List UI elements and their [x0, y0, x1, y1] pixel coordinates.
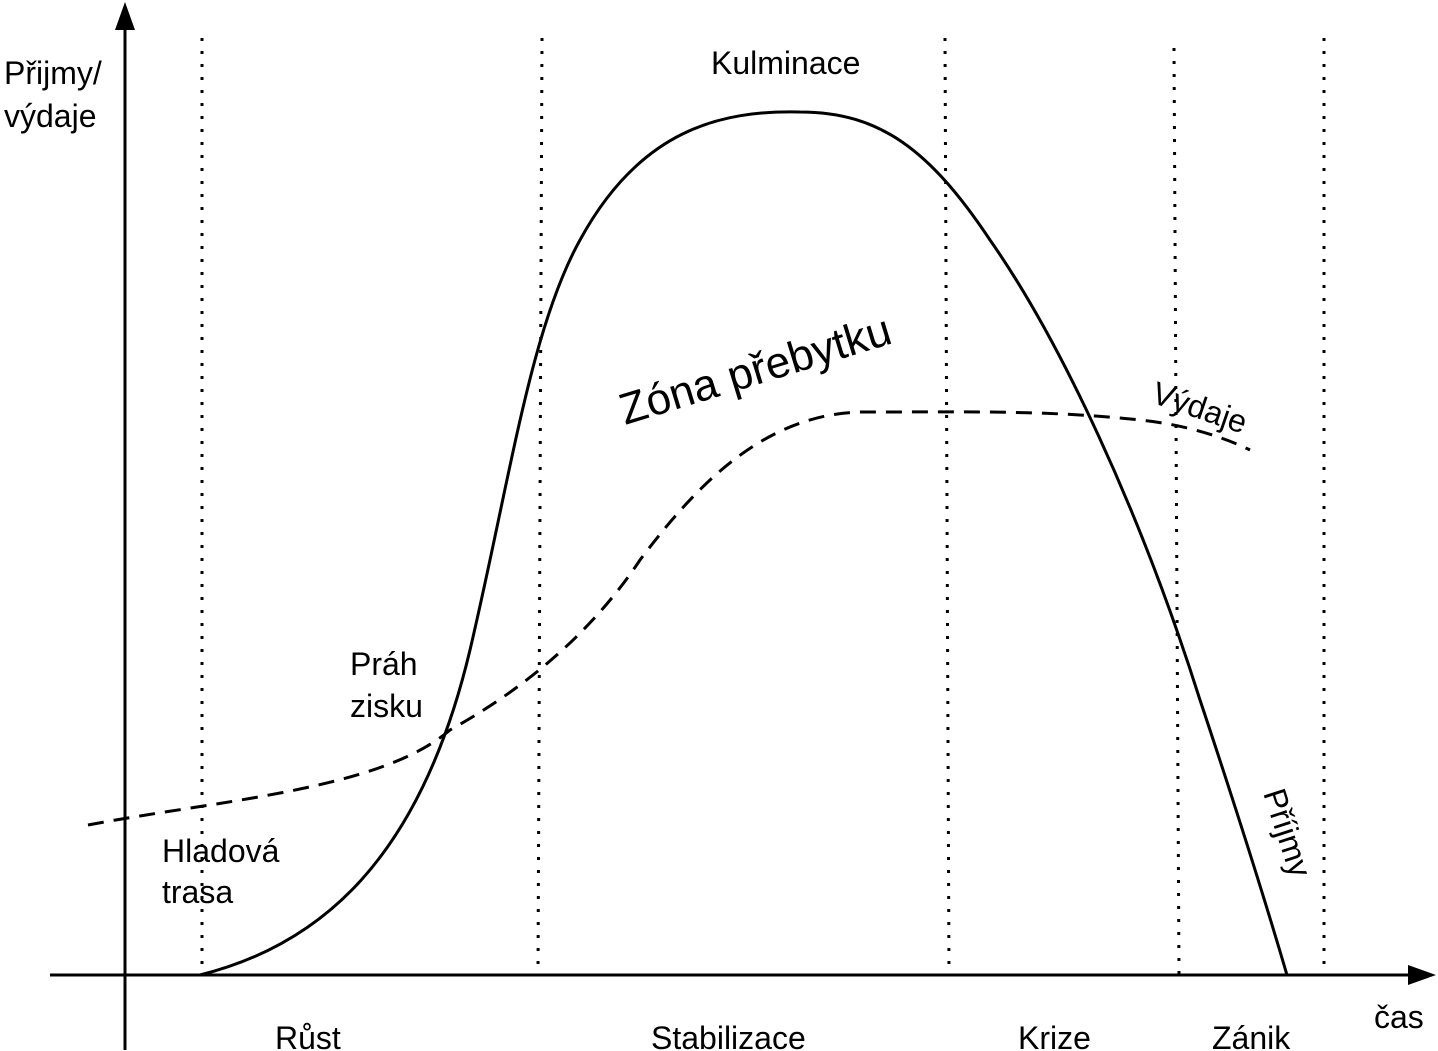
threshold-label-line2: zisku	[350, 688, 423, 724]
expenses-curve	[87, 410, 1251, 827]
phase-label-decline: Zánik	[1212, 1020, 1291, 1051]
starvation-label-line1: Hladová	[162, 833, 280, 869]
phase-separator-4	[1172, 47, 1181, 976]
income-curve	[199, 110, 1289, 977]
phase-separator-2	[536, 37, 544, 976]
peak-label: Kulminace	[711, 45, 860, 81]
phase-label-growth: Růst	[275, 1020, 341, 1051]
y-axis-arrow	[115, 2, 135, 30]
phase-label-stabilization: Stabilizace	[651, 1020, 806, 1051]
income-curve-label: Příjmy	[1256, 784, 1318, 881]
starvation-label-line2: trasa	[162, 874, 233, 910]
x-axis-label: čas	[1374, 999, 1424, 1035]
y-axis-label-line1: Přijmy/	[4, 55, 102, 91]
threshold-label-line1: Práh	[350, 646, 418, 682]
y-axis-label-line2: výdaje	[4, 98, 97, 134]
phase-label-crisis: Krize	[1018, 1020, 1091, 1051]
x-axis-arrow	[1408, 965, 1436, 985]
phase-separator-3	[943, 37, 951, 976]
surplus-zone-label: Zóna přebytku	[614, 305, 897, 434]
